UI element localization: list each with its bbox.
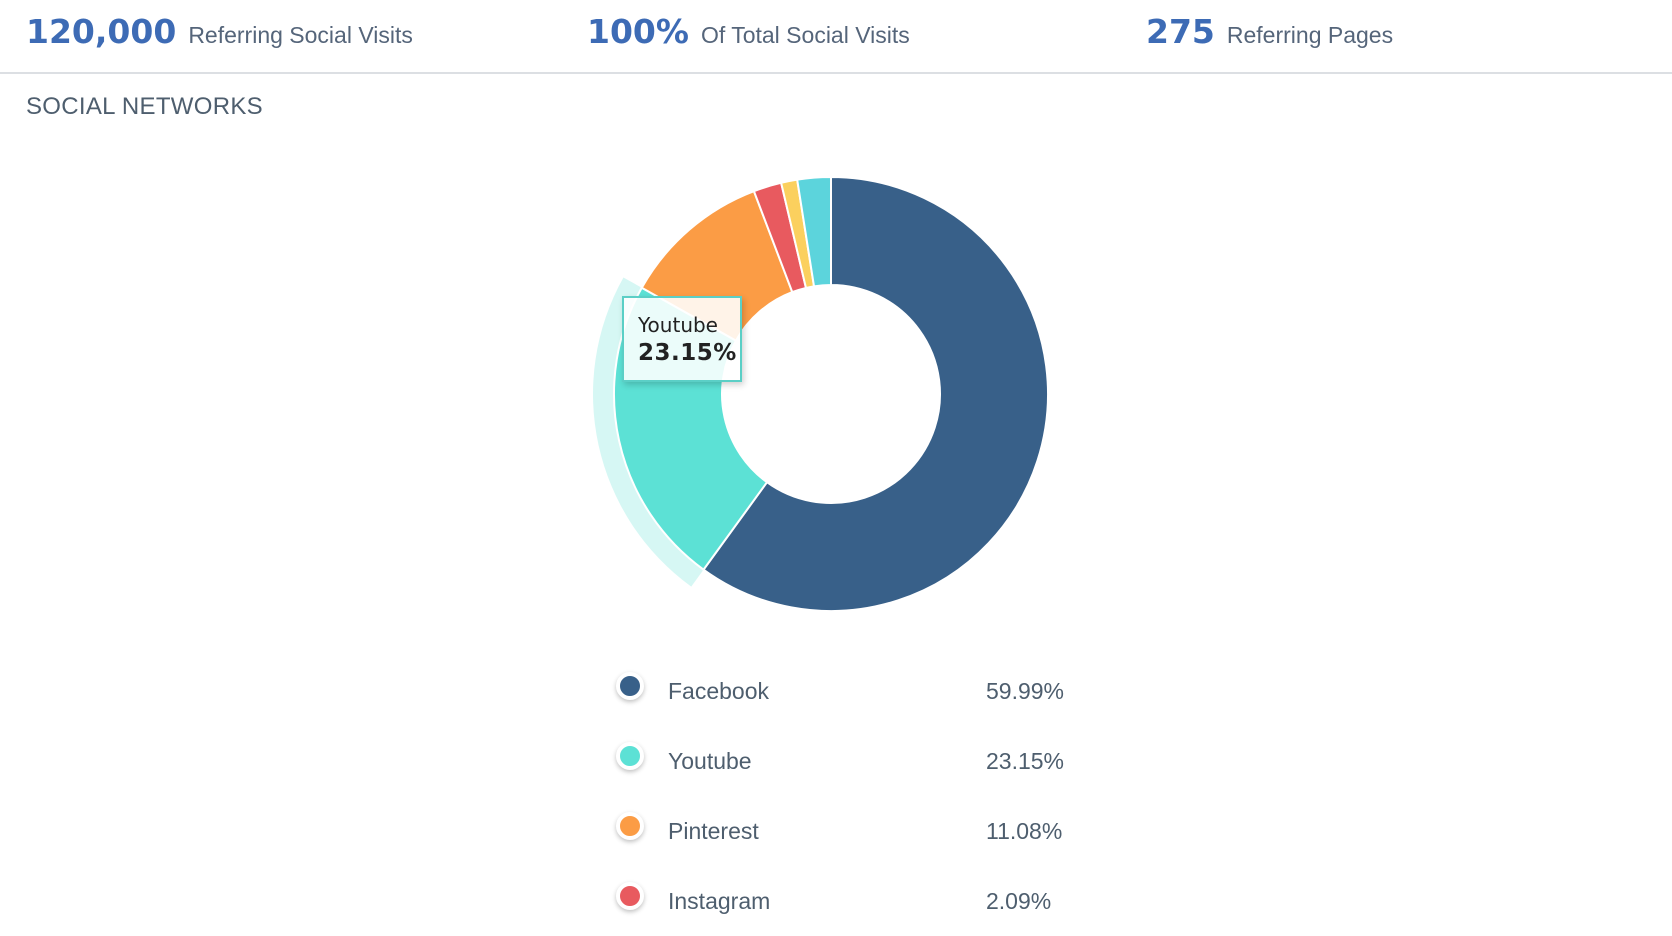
stat-value: 100% xyxy=(587,12,689,51)
legend-item-instagram[interactable]: Instagram 2.09% xyxy=(612,866,1072,936)
legend-label: Instagram xyxy=(668,888,771,914)
stat-total-social-visits: 100% Of Total Social Visits xyxy=(587,12,910,51)
donut-slice-other-5[interactable] xyxy=(796,175,832,288)
legend-value: 2.09% xyxy=(986,888,1052,914)
section-title: SOCIAL NETWORKS xyxy=(26,93,263,120)
donut-slice-highlight-halo xyxy=(593,277,705,587)
stat-label: Referring Social Visits xyxy=(188,22,413,48)
legend-item-pinterest[interactable]: Pinterest 11.08% xyxy=(612,796,1072,866)
legend-dot xyxy=(616,742,644,770)
chart-legend: Facebook 59.99% Youtube 23.15% Pinterest… xyxy=(612,656,1072,936)
stat-label: Referring Pages xyxy=(1226,22,1394,48)
legend-value: 11.08% xyxy=(986,818,1063,844)
stat-value: 120,000 xyxy=(26,12,177,51)
tooltip-name: Youtube xyxy=(638,313,718,337)
legend-value: 59.99% xyxy=(986,678,1065,704)
legend-item-facebook[interactable]: Facebook 59.99% xyxy=(612,656,1072,726)
stat-referring-pages: 275 Referring Pages xyxy=(1146,12,1393,51)
donut-slice-facebook[interactable] xyxy=(702,175,1049,612)
tooltip-value: 23.15% xyxy=(638,340,737,366)
legend-label: Pinterest xyxy=(668,818,759,844)
stat-referring-social-visits: 120,000 Referring Social Visits xyxy=(26,12,413,51)
legend-label: Facebook xyxy=(668,678,770,704)
legend-value: 23.15% xyxy=(986,748,1065,774)
stats-bar: 120,000 Referring Social Visits 100% Of To… xyxy=(0,0,1672,74)
legend-dot xyxy=(616,672,644,700)
chart-tooltip: Youtube 23.15% xyxy=(622,296,742,382)
legend-dot xyxy=(616,882,644,910)
legend-item-youtube[interactable]: Youtube 23.15% xyxy=(612,726,1072,796)
legend-label: Youtube xyxy=(668,748,752,774)
stat-label: Of Total Social Visits xyxy=(700,22,910,48)
stat-value: 275 xyxy=(1146,12,1215,51)
legend-dot xyxy=(616,812,644,840)
